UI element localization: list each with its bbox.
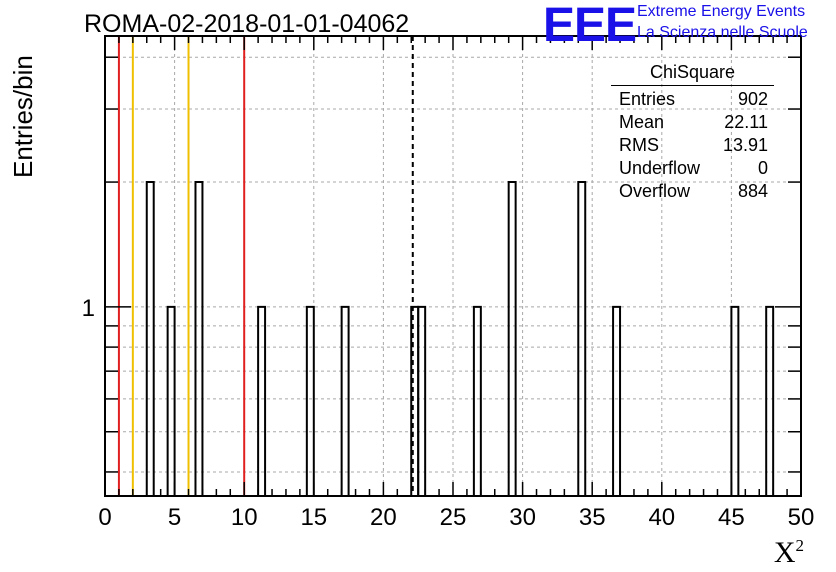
stats-value: 22.11 [724, 112, 768, 132]
histogram-bar [305, 305, 315, 496]
stats-row-underflow: Underflow 0 [611, 157, 774, 180]
histogram-bar [730, 305, 740, 496]
logo-line-2: La Scienza nelle Scuole [637, 24, 808, 41]
x-tick-label: 40 [648, 504, 675, 531]
axis-tick-labels: 0 5 10 15 20 25 30 35 40 45 50 1 [82, 295, 815, 531]
stats-value: 13.91 [722, 135, 768, 155]
histogram-bars [145, 181, 775, 496]
x-tick-label: 35 [579, 504, 606, 531]
histogram-bar [507, 181, 517, 496]
stats-value: 902 [737, 89, 768, 109]
eee-logo: EEE [543, 0, 637, 52]
x-tick-label: 5 [168, 504, 181, 531]
stats-box: ChiSquare Entries 902 Mean 22.11 RMS 13.91 … [611, 62, 774, 203]
stats-label: Underflow [619, 158, 701, 178]
grid-lines [105, 36, 801, 496]
x-tick-label: 25 [440, 504, 467, 531]
stats-row-rms: RMS 13.91 [611, 134, 774, 157]
histogram-bar [472, 305, 482, 496]
stats-row-mean: Mean 22.11 [611, 111, 774, 134]
x-tick-label: 10 [231, 504, 258, 531]
stats-row-entries: Entries 902 [611, 88, 774, 111]
histogram-bar [166, 305, 176, 496]
histogram-bar [765, 305, 775, 496]
x-tick-label: 50 [788, 504, 815, 531]
histogram-bar [577, 181, 587, 496]
y-axis-label: Entries/bin [8, 55, 38, 178]
histogram-bar [194, 181, 204, 496]
x-tick-label: 45 [718, 504, 745, 531]
histogram-bar [612, 305, 622, 496]
stats-label: Entries [619, 89, 676, 109]
marker-lines [117, 36, 414, 496]
stats-value: 0 [757, 158, 768, 178]
x-axis-label-exponent: 2 [795, 536, 805, 555]
histogram-bar [340, 305, 350, 496]
stats-label: Mean [619, 112, 665, 132]
axis-ticks [104, 36, 802, 496]
histogram-bar [145, 181, 155, 496]
stats-label: Overflow [619, 181, 691, 201]
stats-row-overflow: Overflow 884 [611, 180, 774, 203]
x-tick-label: 30 [509, 504, 536, 531]
chart-title: ROMA-02-2018-01-01-04062 [84, 10, 410, 38]
y-tick-label: 1 [82, 295, 95, 322]
stats-value: 884 [737, 181, 768, 201]
x-tick-label: 0 [98, 504, 111, 531]
x-tick-label: 15 [300, 504, 327, 531]
histogram-bar [417, 305, 427, 496]
logo-line-1: Extreme Energy Events [637, 3, 806, 20]
stats-title: ChiSquare [611, 62, 774, 86]
x-axis-label-base: X [773, 536, 796, 569]
histogram-bar [257, 305, 267, 496]
x-axis-label: X2 [774, 536, 804, 570]
x-tick-label: 20 [370, 504, 397, 531]
stats-label: RMS [619, 135, 659, 155]
